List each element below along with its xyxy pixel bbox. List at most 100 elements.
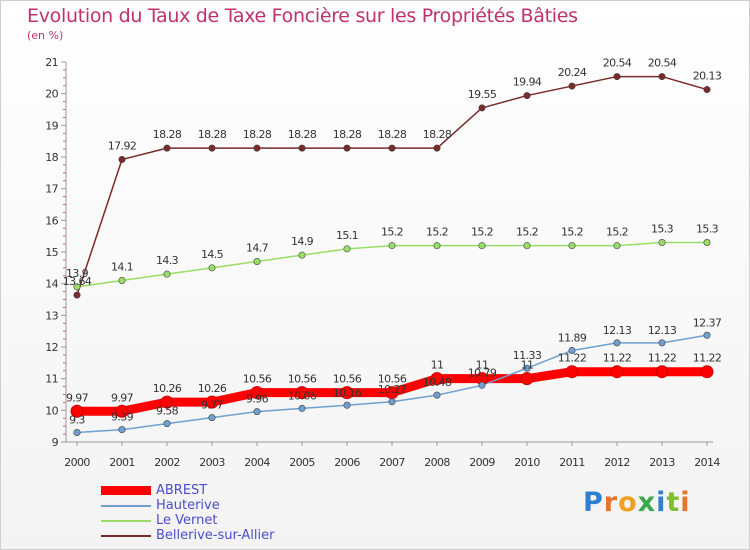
data-label-hauterive-2002: 9.58 xyxy=(156,405,179,418)
point-bellerive-sur-allier-2001 xyxy=(118,156,126,164)
point-abrest-2010 xyxy=(520,372,534,386)
data-label-le-vernet-2011: 15.2 xyxy=(561,226,583,239)
data-label-le-vernet-2012: 15.2 xyxy=(606,226,628,239)
legend: ABREST Hauterive Le Vernet Bellerive-sur-Al… xyxy=(101,483,361,543)
data-label-abrest-2014: 11.22 xyxy=(693,352,722,365)
data-label-le-vernet-2004: 14.7 xyxy=(246,242,269,255)
point-bellerive-sur-allier-2005 xyxy=(298,144,306,152)
data-label-abrest-2012: 11.22 xyxy=(603,352,632,365)
x-tick-label-2009: 2009 xyxy=(469,456,495,469)
data-label-bellerive-sur-allier-2006: 18.28 xyxy=(333,128,362,141)
point-bellerive-sur-allier-2004 xyxy=(253,144,261,152)
point-hauterive-2003 xyxy=(208,414,216,422)
y-tick-label-9: 9 xyxy=(52,436,59,449)
x-tick-label-2000: 2000 xyxy=(64,456,90,469)
data-label-abrest-2011: 11.22 xyxy=(558,352,587,365)
legend-item-le-vernet: Le Vernet xyxy=(101,513,361,528)
y-tick-label-17: 17 xyxy=(45,183,58,196)
data-label-hauterive-2012: 12.13 xyxy=(603,324,632,337)
data-label-bellerive-sur-allier-2010: 19.94 xyxy=(513,76,542,89)
legend-label-le-vernet: Le Vernet xyxy=(156,513,218,528)
line-chart: 9 10 11 12 13 14 15 16 17 18 19 20 21 2000 2001 2002 200… xyxy=(45,56,722,469)
y-tick-label-21: 21 xyxy=(45,56,58,69)
point-hauterive-2000 xyxy=(73,428,81,436)
point-abrest-2001 xyxy=(115,404,129,418)
point-le-vernet-2002 xyxy=(163,270,171,278)
data-label-abrest-2006: 10.56 xyxy=(333,373,362,386)
data-label-hauterive-2008: 10.48 xyxy=(423,376,452,389)
x-tick-label-2001: 2001 xyxy=(109,456,135,469)
logo-letter: r xyxy=(603,487,619,518)
y-tick-label-10: 10 xyxy=(45,404,58,417)
legend-swatch-bellerive-sur-allier xyxy=(101,535,151,537)
data-label-le-vernet-2005: 14.9 xyxy=(291,235,314,248)
data-label-hauterive-2014: 12.37 xyxy=(693,316,722,329)
data-label-le-vernet-2009: 15.2 xyxy=(471,226,493,239)
point-abrest-2013 xyxy=(655,365,669,379)
legend-label-abrest: ABREST xyxy=(156,483,208,498)
logo-letter: i xyxy=(680,487,691,518)
point-hauterive-2007 xyxy=(388,398,396,406)
data-label-bellerive-sur-allier-2012: 20.54 xyxy=(603,57,632,70)
data-label-bellerive-sur-allier-2005: 18.28 xyxy=(288,128,317,141)
point-le-vernet-2007 xyxy=(388,242,396,250)
logo-letter: i xyxy=(656,487,667,518)
y-tick-label-20: 20 xyxy=(45,88,58,101)
y-tick-label-16: 16 xyxy=(45,214,58,227)
point-hauterive-2005 xyxy=(298,404,306,412)
point-bellerive-sur-allier-2009 xyxy=(478,104,486,112)
legend-item-abrest: ABREST xyxy=(101,483,361,498)
data-label-le-vernet-2007: 15.2 xyxy=(381,226,403,239)
data-label-hauterive-2007: 10.27 xyxy=(378,383,407,396)
data-label-hauterive-2003: 9.77 xyxy=(201,399,224,412)
point-hauterive-2009 xyxy=(478,381,486,389)
point-abrest-2002 xyxy=(160,395,174,409)
data-label-abrest-2001: 9.97 xyxy=(111,391,134,404)
data-label-bellerive-sur-allier-2004: 18.28 xyxy=(243,128,272,141)
data-label-le-vernet-2008: 15.2 xyxy=(426,226,448,239)
x-tick-label-2010: 2010 xyxy=(514,456,540,469)
data-label-le-vernet-2003: 14.5 xyxy=(201,248,224,261)
x-tick-label-2007: 2007 xyxy=(379,456,405,469)
point-bellerive-sur-allier-2008 xyxy=(433,144,441,152)
point-hauterive-2001 xyxy=(118,426,126,434)
point-abrest-2012 xyxy=(610,365,624,379)
data-label-abrest-2013: 11.22 xyxy=(648,352,677,365)
legend-item-hauterive: Hauterive xyxy=(101,498,361,513)
legend-swatch-le-vernet xyxy=(101,520,151,522)
point-le-vernet-2000 xyxy=(73,283,81,291)
x-tick-label-2002: 2002 xyxy=(154,456,180,469)
data-label-le-vernet-2000: 13.9 xyxy=(66,267,89,280)
data-label-hauterive-2000: 9.3 xyxy=(69,414,85,427)
legend-swatch-hauterive xyxy=(101,505,151,507)
point-abrest-2006 xyxy=(340,386,354,400)
y-tick-label-13: 13 xyxy=(45,309,58,322)
data-label-bellerive-sur-allier-2009: 19.55 xyxy=(468,88,497,101)
data-label-abrest-2004: 10.56 xyxy=(243,373,272,386)
point-bellerive-sur-allier-2013 xyxy=(658,73,666,81)
data-label-bellerive-sur-allier-2003: 18.28 xyxy=(198,128,227,141)
data-label-le-vernet-2010: 15.2 xyxy=(516,226,538,239)
legend-label-hauterive: Hauterive xyxy=(156,498,220,513)
point-bellerive-sur-allier-2014 xyxy=(703,86,711,94)
logo-letter: t xyxy=(666,487,681,518)
logo-letter: P xyxy=(583,487,604,518)
x-tick-label-2013: 2013 xyxy=(649,456,675,469)
y-tick-label-14: 14 xyxy=(45,278,58,291)
y-tick-label-12: 12 xyxy=(45,341,58,354)
chart-title: Evolution du Taux de Taxe Foncière sur l… xyxy=(27,5,578,27)
point-hauterive-2008 xyxy=(433,391,441,399)
data-label-bellerive-sur-allier-2014: 20.13 xyxy=(693,70,722,83)
point-le-vernet-2009 xyxy=(478,242,486,250)
point-bellerive-sur-allier-2010 xyxy=(523,92,531,100)
point-abrest-2004 xyxy=(250,386,264,400)
point-le-vernet-2006 xyxy=(343,245,351,253)
point-bellerive-sur-allier-2003 xyxy=(208,144,216,152)
point-hauterive-2012 xyxy=(613,339,621,347)
data-label-bellerive-sur-allier-2013: 20.54 xyxy=(648,57,677,70)
point-hauterive-2004 xyxy=(253,408,261,416)
logo-letter: x xyxy=(637,487,657,518)
point-le-vernet-2014 xyxy=(703,239,711,247)
x-tick-label-2008: 2008 xyxy=(424,456,450,469)
x-tick-label-2005: 2005 xyxy=(289,456,315,469)
